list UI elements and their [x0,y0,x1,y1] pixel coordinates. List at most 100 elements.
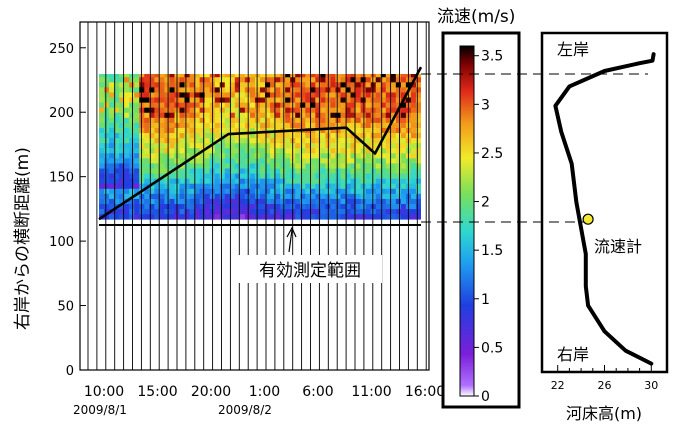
heatmap-cell [265,122,271,129]
heatmap-cell [385,117,392,124]
heatmap-cell [164,127,170,134]
heatmap-cell [375,203,382,210]
heatmap-cell [395,198,402,205]
heatmap-cell [229,102,236,109]
heatmap-cell [395,168,402,174]
heatmap-cell [144,173,150,180]
heatmap-cell [310,148,316,154]
heatmap-cell [330,74,336,78]
heatmap-cell [134,87,140,93]
heatmap-cell [395,133,402,139]
heatmap-cell [119,158,125,164]
heatmap-cell [370,188,377,195]
heatmap-cell [340,74,346,78]
heatmap-cell [350,188,356,195]
heatmap-cell [179,92,185,98]
y-tick-label: 200 [49,106,74,121]
heatmap-cell [335,173,341,180]
heatmap-cell [114,82,120,88]
heatmap-cell [320,102,326,109]
heatmap-cell [214,209,221,215]
heatmap-cell [345,122,351,129]
heatmap-cell [134,214,140,220]
heatmap-cell [385,158,392,164]
heatmap-cell [194,193,201,200]
heatmap-cell [189,97,195,103]
heatmap-cell [164,178,170,185]
heatmap-cell [410,203,417,210]
heatmap-cell [295,67,300,72]
heatmap-cell [385,148,392,154]
heatmap-cell [260,127,266,134]
heatmap-cell [315,178,321,185]
heatmap-cell [244,153,251,159]
heatmap-cell [249,183,256,190]
heatmap-cell [355,112,362,119]
heatmap-cell [129,74,135,78]
heatmap-cell [199,188,206,195]
heatmap-cell [239,198,246,205]
heatmap-cell [234,87,241,93]
heatmap-cell [204,153,211,159]
heatmap-cell [124,87,130,93]
heatmap-cell [335,193,341,200]
heatmap-cell [395,127,402,134]
heatmap-cell [109,97,115,103]
heatmap-cell [315,107,321,114]
heatmap-cell [189,198,195,205]
heatmap-cell [154,92,160,98]
heatmap-cell [355,148,362,154]
heatmap-cell [254,102,261,109]
heatmap-cell [375,82,382,88]
heatmap-cell [410,173,417,180]
heatmap-cell [340,163,346,169]
heatmap-cell [129,214,135,220]
heatmap-cell [149,188,155,195]
heatmap-cell [239,214,246,220]
heatmap-cell [244,92,251,98]
heatmap-cell [99,153,105,159]
heatmap-cell [184,173,190,180]
heatmap-cell [300,178,306,185]
heatmap-cell [159,97,165,103]
heatmap-cell [119,92,125,98]
gauge-label: 流速計 [594,237,642,256]
heatmap-cell [129,138,135,144]
heatmap-cell [360,122,367,129]
heatmap-cell [380,127,387,134]
heatmap-cell [204,173,211,180]
heatmap-cell [370,173,377,180]
heatmap-cell [315,97,321,103]
heatmap-cell [214,214,221,220]
heatmap-cell [104,97,110,103]
heatmap-cell [194,203,201,210]
heatmap-cell [320,77,326,83]
heatmap-cell [99,112,105,119]
heatmap-cell [129,82,135,88]
heatmap-cell [415,82,421,88]
heatmap-cell [340,158,346,164]
heatmap-cell [234,198,241,205]
heatmap-cell [340,107,346,114]
heatmap-cell [285,178,291,185]
heatmap-cell [400,82,407,88]
heatmap-cell [295,203,301,210]
heatmap-cell [395,153,402,159]
heatmap-cell [280,188,286,195]
heatmap-cell [350,77,356,83]
heatmap-cell [330,138,336,144]
heatmap-cell [194,178,201,185]
heatmap-cell [109,183,115,190]
heatmap-cell [320,163,326,169]
heatmap-cell [139,74,145,78]
heatmap-cell [350,107,356,114]
heatmap-cell [104,138,110,144]
heatmap-cell [375,74,382,78]
heatmap-cell [320,203,326,210]
heatmap-cell [335,112,341,119]
heatmap-cell [215,67,220,72]
heatmap-cell [204,122,211,129]
heatmap-cell [249,153,256,159]
heatmap-cell [401,67,406,72]
heatmap-cell [285,92,291,98]
